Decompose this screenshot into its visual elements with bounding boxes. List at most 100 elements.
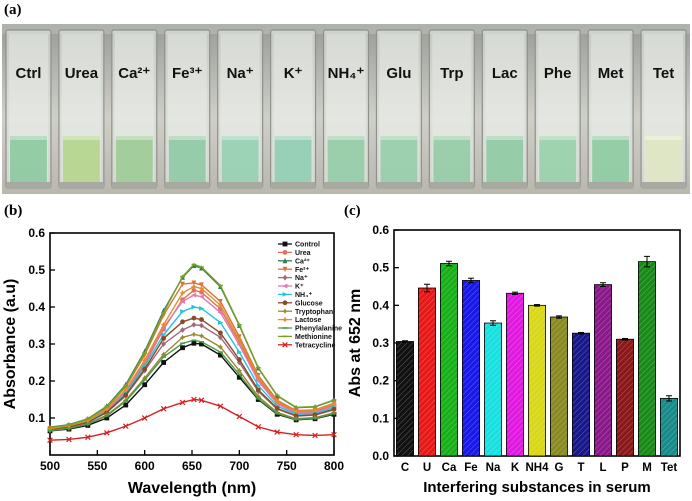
cuvette-base — [641, 182, 686, 189]
y-tick-label: 0.2 — [28, 374, 45, 388]
vial-label: Trp — [440, 65, 463, 82]
data-point — [217, 403, 224, 409]
x-tick-label: NH4 — [525, 462, 549, 474]
y-tick-label: 0.4 — [372, 298, 389, 312]
data-point — [282, 283, 288, 289]
y-tick-label: 0.2 — [372, 374, 389, 388]
solution-meniscus — [327, 136, 365, 140]
data-point — [103, 429, 110, 436]
x-tick-label: 550 — [87, 459, 107, 473]
data-point — [190, 292, 197, 298]
legend-label: K⁺ — [295, 284, 304, 291]
x-tick-label: 500 — [40, 459, 60, 473]
data-point — [236, 342, 242, 348]
absorbance-spectra-chart: 500 550 600 650 700 750 800 0.1 0.2 0.3 0.4 0.5 0.6 W… — [2, 226, 344, 497]
data-point-stroke — [217, 403, 224, 409]
data-point — [198, 332, 205, 339]
data-point — [282, 250, 288, 255]
data-point — [179, 290, 186, 296]
data-point — [191, 340, 197, 346]
data-point — [217, 310, 223, 315]
y-tick-label: 0.6 — [372, 223, 389, 237]
vial-label: Ctrl — [16, 65, 42, 82]
data-point — [190, 283, 197, 290]
cuvette-base — [588, 182, 634, 189]
bar-fe — [462, 280, 480, 457]
cuvette-base — [217, 182, 263, 189]
data-point — [161, 332, 167, 338]
data-point — [282, 274, 288, 281]
y-tick-label: 0.3 — [28, 337, 45, 351]
data-point — [236, 367, 243, 374]
x-tick-label: 600 — [135, 459, 155, 473]
data-point — [180, 281, 185, 287]
data-point-stroke — [255, 424, 262, 430]
data-point — [282, 308, 288, 315]
data-point — [255, 424, 262, 430]
data-point — [255, 374, 262, 381]
data-point — [282, 316, 288, 323]
bar-k — [506, 292, 524, 457]
data-point — [191, 321, 197, 328]
y-tick-label: 0.0 — [372, 449, 389, 463]
data-point — [282, 241, 288, 247]
data-point — [312, 432, 318, 439]
series-glucose — [47, 315, 337, 433]
data-point — [218, 330, 223, 336]
cuvette-solution — [486, 136, 524, 182]
data-point — [331, 401, 337, 407]
data-point — [217, 302, 224, 309]
vial-label: Phe — [544, 65, 572, 82]
x-tick-label: Tet — [661, 462, 678, 474]
solution-meniscus — [115, 136, 153, 140]
bar-u — [418, 287, 436, 457]
legend-label: Ca²⁺ — [295, 258, 310, 265]
vial-label: Tet — [653, 65, 674, 82]
data-point — [274, 405, 280, 411]
cuvette-base — [111, 182, 157, 189]
vial-label: Lac — [492, 65, 518, 82]
bar-ca — [440, 263, 458, 457]
data-point — [236, 349, 243, 355]
y-axis-title: Abs at 652 nm — [347, 289, 364, 397]
vial-label: Na⁺ — [227, 65, 254, 82]
series-nh- — [47, 304, 337, 432]
legend-label: Glucose — [295, 300, 323, 307]
cuvette-base — [376, 182, 422, 189]
data-point — [199, 289, 204, 295]
data-point — [255, 383, 262, 388]
data-point — [191, 287, 197, 293]
data-point — [104, 415, 110, 421]
cuvette-base — [482, 182, 528, 189]
cuvette-solution — [327, 136, 365, 182]
data-point — [331, 431, 337, 438]
data-point — [218, 334, 223, 341]
legend-label: Phenylalanine — [295, 326, 342, 333]
data-point-stroke — [122, 423, 129, 429]
data-point — [161, 336, 167, 341]
legend-label: Tryptophan — [295, 309, 333, 316]
solution-meniscus — [62, 136, 100, 140]
x-tick-label: L — [599, 462, 606, 474]
x-tick-label: 750 — [277, 459, 297, 473]
y-tick-label: 0.4 — [28, 300, 45, 314]
data-point — [141, 375, 148, 381]
bar-na — [484, 322, 502, 457]
cuvette-solution — [221, 136, 259, 182]
data-point — [312, 412, 318, 418]
solution-meniscus — [168, 136, 206, 140]
cuvette-solution — [168, 136, 206, 182]
data-point — [160, 351, 167, 358]
series-phenylalanine — [47, 339, 337, 432]
data-point — [123, 402, 129, 408]
series-methionine — [47, 263, 337, 429]
x-tick-label: Fe — [464, 462, 477, 474]
data-point-stroke — [312, 432, 318, 439]
data-point — [198, 285, 205, 292]
vials-photo: Ctrl Urea Ca²⁺ Fe³⁺ Na⁺ K⁺ NH₄⁺ Glu Trp Lac Phe Met… — [2, 24, 690, 194]
bar-nh4 — [528, 304, 546, 457]
data-point — [191, 280, 197, 286]
y-tick-label: 0.6 — [28, 226, 45, 240]
data-point — [179, 299, 185, 304]
data-point — [141, 415, 148, 421]
